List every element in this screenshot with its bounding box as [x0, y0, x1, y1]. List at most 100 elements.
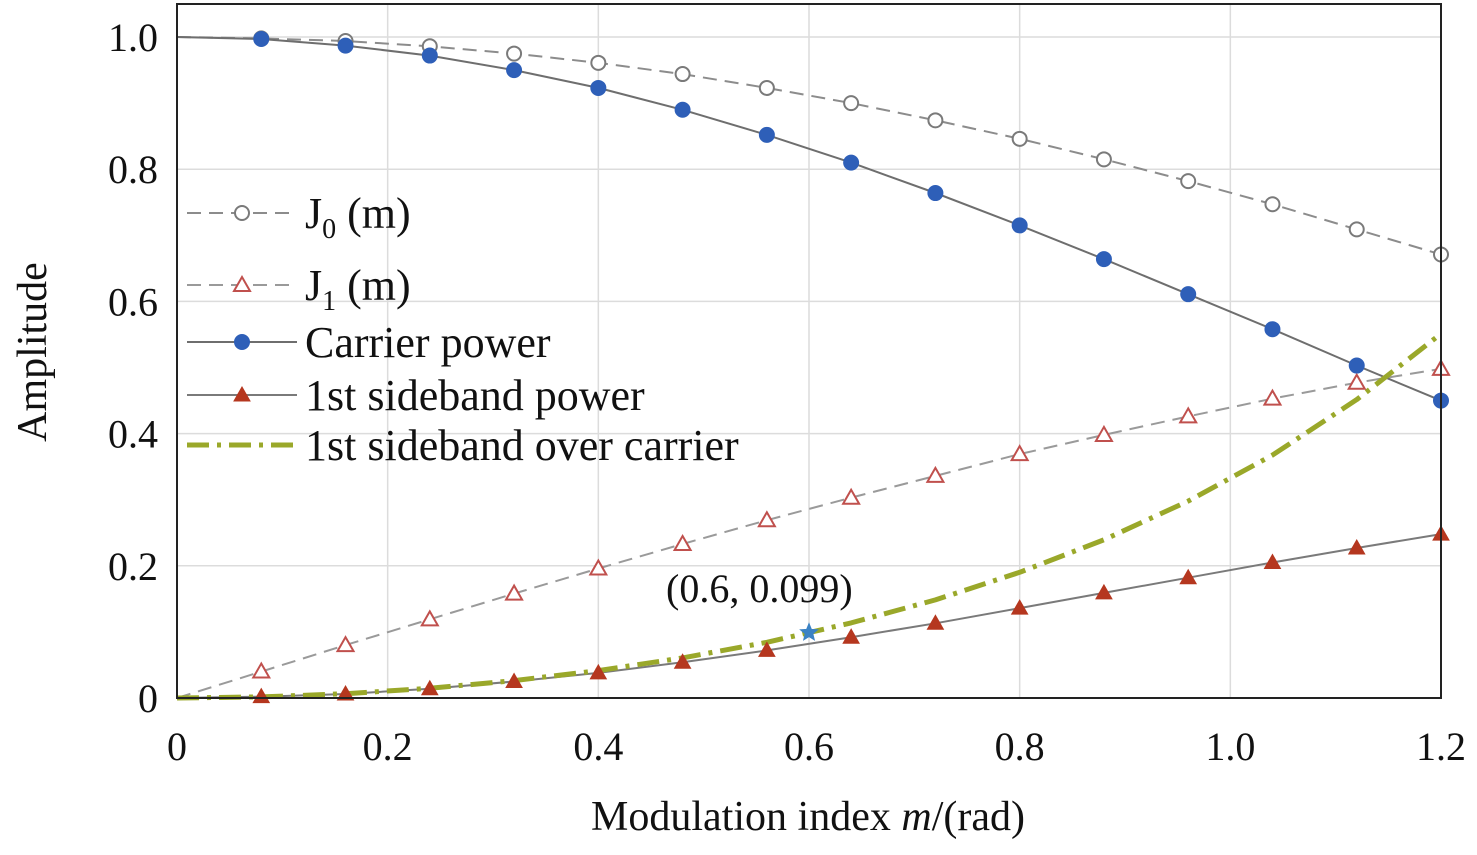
data-point-sideband-power: [1095, 583, 1113, 600]
x-axis-label-main: Modulation index: [591, 794, 901, 840]
x-axis-label-unit: /(rad): [932, 794, 1025, 840]
data-point-sideband-power: [1179, 568, 1198, 585]
data-point-carrier-power: [674, 101, 691, 118]
data-point-carrier-power: [1180, 286, 1197, 303]
x-tick-label: 0.4: [573, 724, 623, 769]
data-point-j0: [1011, 130, 1028, 147]
annotation-star-marker: [799, 622, 819, 641]
grid: [177, 4, 1441, 698]
data-point-j0: [1264, 196, 1281, 213]
data-point-j0: [927, 112, 944, 129]
data-point-sideband-power: [420, 679, 439, 696]
series-line-carrier-power: [176, 36, 1442, 402]
legend-item-carrier-power: Carrier power: [187, 318, 551, 367]
data-point-sideband-power: [926, 614, 945, 630]
data-point-j0: [1095, 151, 1112, 168]
data-point-sideband-power: [842, 628, 860, 644]
series-line-j1: [176, 367, 1442, 699]
legend-item-j1: J1 (m): [187, 261, 411, 317]
data-point-carrier-power: [1095, 251, 1112, 268]
legend-marker: [233, 385, 251, 402]
x-tick-label: 0: [167, 724, 187, 769]
x-tick-label: 1.2: [1416, 724, 1466, 769]
series-line-j0: [176, 36, 1442, 256]
legend-symbol-j0: [187, 205, 297, 221]
y-tick-label: 0.8: [108, 147, 158, 192]
data-point-carrier-power: [1264, 321, 1281, 338]
data-point-carrier-power: [1348, 357, 1365, 374]
data-point-j0: [506, 45, 523, 62]
legend: J0 (m) J1 (m) Carrier power 1st sideband…: [187, 189, 739, 470]
data-point-j1: [672, 533, 693, 551]
legend-marker: [234, 334, 250, 350]
data-point-j1: [1094, 424, 1114, 442]
data-point-sideband-power: [1347, 538, 1366, 555]
legend-label-j1: J1 (m): [305, 261, 411, 317]
legend-marker: [232, 274, 252, 292]
data-point-j1: [504, 583, 524, 601]
legend-symbol-sideband-power: [187, 385, 297, 402]
data-point-j0: [674, 66, 691, 83]
y-tick-label: 1.0: [108, 15, 158, 60]
data-point-j0: [1180, 173, 1197, 190]
x-tick-label: 0.2: [363, 724, 413, 769]
data-point-sideband-power: [1010, 599, 1029, 615]
data-point-carrier-power: [1011, 217, 1028, 234]
data-point-sideband-power: [1263, 553, 1282, 570]
legend-marker: [234, 205, 250, 221]
data-point-j1: [335, 635, 356, 653]
legend-label-j0: J0 (m): [305, 189, 411, 245]
data-point-j1: [420, 609, 440, 627]
legend-item-sideband-power: 1st sideband power: [187, 371, 645, 420]
annotation-label: (0.6, 0.099): [666, 566, 853, 611]
x-axis-label: Modulation index m/(rad): [591, 794, 1025, 840]
data-point-carrier-power: [337, 37, 354, 54]
x-tick-label: 0.6: [784, 724, 834, 769]
series-markers: [251, 30, 1451, 704]
data-point-carrier-power: [843, 154, 860, 171]
tick-labels: 0 0.2 0.4 0.6 0.8 1.0 1.2 0 0.2 0.4 0.6 0.8 1.0: [108, 15, 1466, 769]
data-point-carrier-power: [253, 31, 270, 48]
data-point-j1: [588, 558, 609, 576]
data-point-sideband-power: [589, 663, 608, 680]
x-axis-label-variable: m: [901, 794, 931, 840]
x-tick-label: 1.0: [1205, 724, 1255, 769]
data-point-carrier-power: [506, 62, 523, 79]
data-point-j1: [1009, 444, 1030, 462]
data-point-sideband-power: [673, 653, 692, 669]
data-point-sideband-power: [336, 685, 355, 701]
legend-item-j0: J0 (m): [187, 189, 411, 245]
x-tick-label: 0.8: [995, 724, 1045, 769]
legend-symbol-carrier-power: [187, 334, 297, 350]
data-point-j0: [1348, 221, 1365, 238]
data-point-j0: [758, 79, 775, 96]
legend-label-carrier-power: Carrier power: [305, 318, 551, 367]
y-tick-label: 0: [138, 676, 158, 721]
data-point-carrier-power: [421, 47, 438, 64]
data-point-j1: [1347, 372, 1367, 390]
legend-label-sideband-power: 1st sideband power: [305, 371, 645, 420]
data-point-j0: [843, 95, 860, 112]
annotation-star: [799, 622, 819, 641]
data-point-j1: [757, 510, 777, 528]
data-point-j1: [251, 661, 271, 679]
data-point-carrier-power: [927, 185, 944, 202]
legend-item-sideband-over-carrier: 1st sideband over carrier: [187, 421, 739, 470]
data-point-carrier-power: [758, 126, 775, 143]
y-tick-label: 0.2: [108, 544, 158, 589]
data-point-j1: [925, 465, 946, 483]
data-point-sideband-power: [505, 672, 523, 688]
y-tick-label: 0.6: [108, 279, 158, 324]
data-point-j1: [1178, 406, 1198, 424]
y-axis-label: Amplitude: [10, 262, 56, 442]
data-point-carrier-power: [590, 79, 607, 96]
data-point-sideband-power: [252, 687, 271, 704]
data-point-j1: [841, 487, 861, 505]
plot-border: [176, 3, 1442, 699]
data-point-j1: [1262, 388, 1283, 406]
data-point-j0: [590, 54, 607, 71]
legend-label-sideband-over-carrier: 1st sideband over carrier: [305, 421, 739, 470]
data-point-sideband-power: [758, 641, 776, 657]
